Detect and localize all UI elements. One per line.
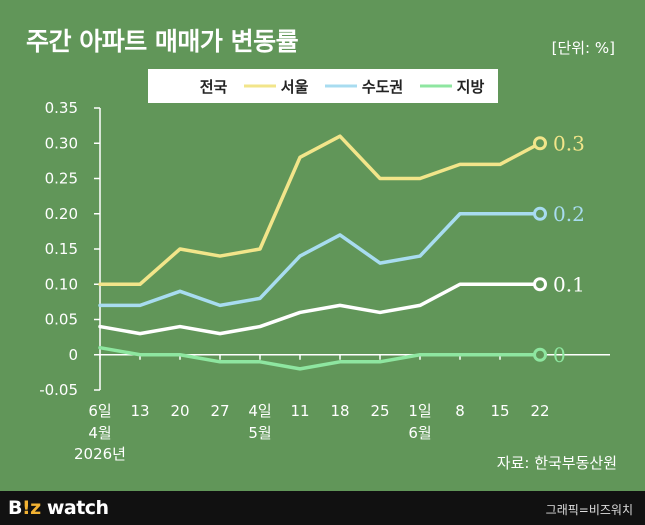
legend-label-regional: 지방 [456, 77, 485, 96]
chart-title: 주간 아파트 매매가 변동률 [26, 27, 299, 56]
x-tick-label: 15 [490, 402, 509, 420]
y-tick-label: 0.05 [45, 311, 78, 329]
y-tick-label: 0.35 [45, 99, 78, 117]
y-tick-label: -0.05 [39, 381, 78, 399]
logo-accent: !z [21, 497, 41, 519]
y-tick-label: 0.20 [45, 205, 78, 223]
series-end-marker [533, 277, 547, 292]
x-tick-label: 13 [130, 402, 149, 420]
x-tick-label: 22 [530, 402, 549, 420]
series-end-label: 0.3 [553, 131, 585, 155]
x-tick-label: 8 [455, 402, 465, 420]
x-period-label: 5월 [248, 424, 271, 442]
chart-legend: 전국 서울 수도권 지방 [148, 69, 498, 103]
x-period-label: 6월 [408, 424, 431, 442]
series-line [98, 212, 542, 308]
legend-marker-capital [324, 84, 357, 88]
series-end-label: 0 [553, 343, 566, 367]
legend-label-national: 전국 [199, 77, 228, 96]
logo-suffix: watch [40, 497, 109, 519]
y-tick-label: 0.30 [45, 134, 78, 152]
y-tick-label: 0.10 [45, 275, 78, 293]
series-end-marker [533, 136, 547, 151]
x-tick-label: 1일 [408, 402, 431, 420]
legend-label-seoul: 서울 [280, 77, 309, 96]
series-end-marker [533, 347, 547, 362]
x-tick-label: 25 [370, 402, 389, 420]
x-tick-label: 4일 [248, 402, 271, 420]
legend-marker-regional [419, 84, 452, 88]
unit-label: [단위: %] [551, 39, 615, 57]
y-tick-label: 0.25 [45, 170, 78, 188]
legend-marker-seoul [243, 84, 276, 88]
legend-item-regional: 지방 [419, 76, 485, 97]
series-line [98, 282, 542, 336]
x-tick-label: 11 [290, 402, 309, 420]
source-note: 자료: 한국부동산원 [496, 454, 617, 472]
x-tick-label: 18 [330, 402, 349, 420]
series-line [98, 345, 542, 371]
logo-prefix: B [8, 497, 22, 519]
brand-logo: B!z watch [8, 497, 109, 519]
legend-item-capital: 수도권 [324, 76, 403, 97]
y-tick-label: 0 [68, 346, 78, 364]
y-tick-label: 0.15 [45, 240, 78, 258]
x-tick-label: 27 [210, 402, 229, 420]
series-end-marker [533, 206, 547, 221]
legend-item-national: 전국 [162, 76, 228, 97]
footer-bar: B!z watch 그래픽=비즈워치 [0, 491, 645, 525]
series-end-label: 0.1 [553, 272, 585, 296]
x-tick-label: 20 [170, 402, 189, 420]
x-tick-label: 6일 [88, 402, 111, 420]
x-period-label: 2026년 [74, 445, 126, 463]
graphic-credit: 그래픽=비즈워치 [545, 503, 633, 517]
series-end-label: 0.2 [553, 202, 585, 226]
legend-item-seoul: 서울 [243, 76, 309, 97]
legend-label-capital: 수도권 [361, 77, 404, 96]
legend-marker-national [162, 84, 195, 88]
x-period-label: 4월 [88, 424, 111, 442]
series-line [98, 134, 542, 286]
